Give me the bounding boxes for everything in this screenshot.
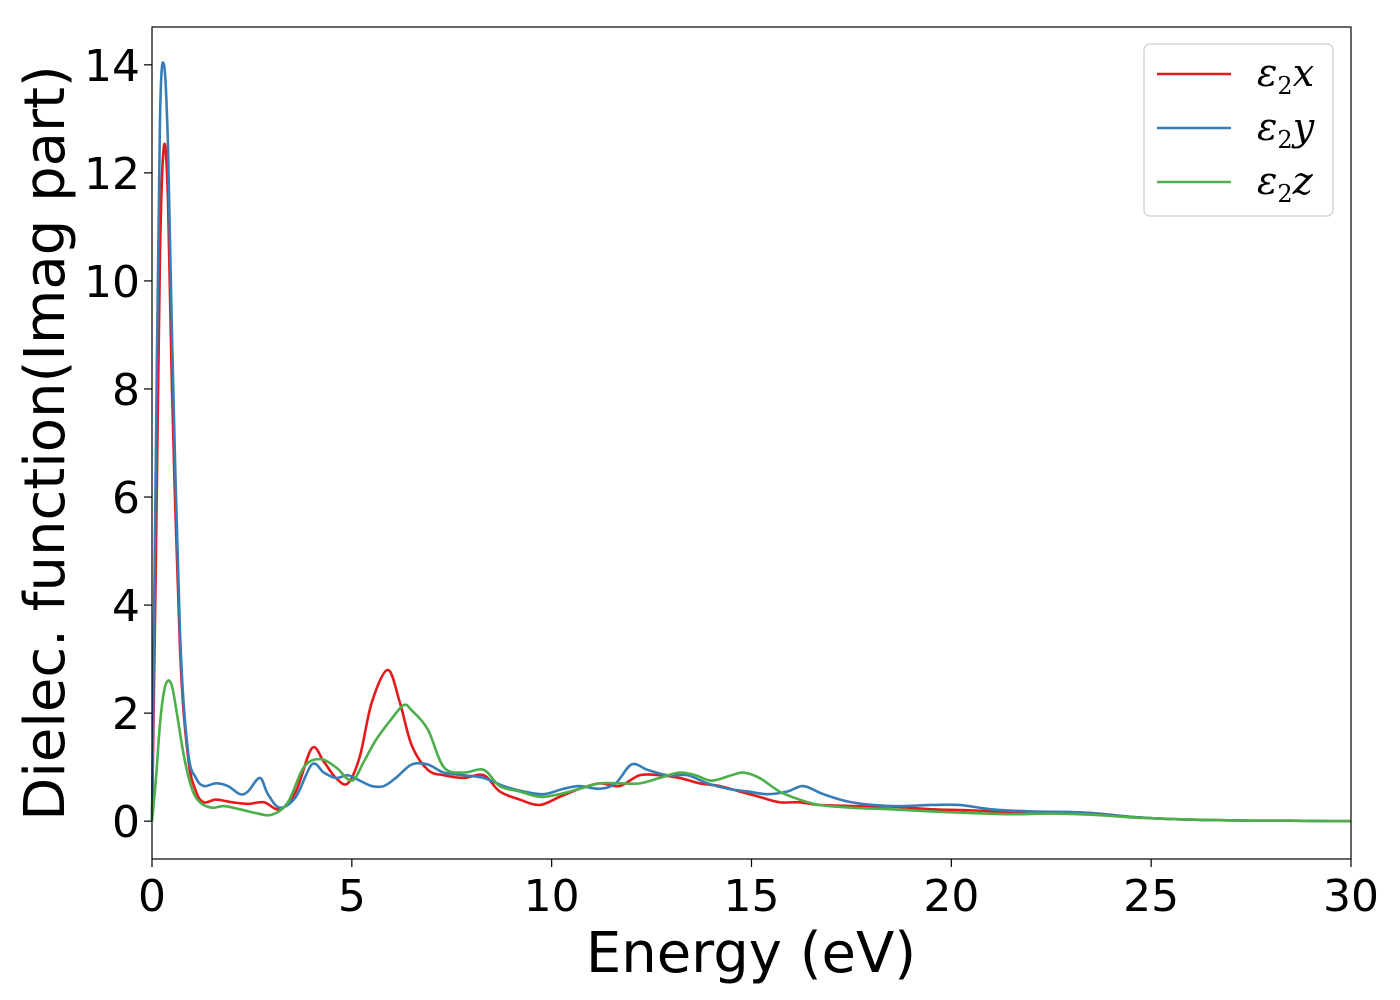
- y-tick-label: 6: [112, 473, 140, 524]
- y-tick-label: 8: [112, 365, 140, 416]
- series-line-y: [150, 61, 1352, 823]
- legend-box: [1143, 43, 1334, 217]
- series-line-z: [150, 679, 1352, 823]
- y-tick-label: 10: [84, 257, 140, 308]
- y-tick-label: 12: [84, 149, 140, 200]
- legend: ε2x ε2y ε2z: [1143, 43, 1334, 217]
- legend-label-z: ε2z: [1257, 159, 1314, 208]
- x-tick-label: 20: [923, 871, 979, 922]
- y-axis: 0 2 4 6 8 10 12 14: [84, 41, 152, 848]
- y-tick-label: 2: [112, 689, 140, 740]
- x-axis-label: Energy (eV): [586, 921, 916, 986]
- legend-label-x: ε2x: [1257, 51, 1314, 100]
- y-axis-label: Dielec. function(Imag part): [13, 65, 78, 821]
- y-tick-label: 4: [112, 581, 140, 632]
- x-tick-label: 30: [1323, 871, 1379, 922]
- series-layer: [150, 61, 1352, 823]
- y-tick-label: 14: [84, 41, 140, 92]
- legend-label-y: ε2y: [1257, 105, 1315, 154]
- x-tick-label: 5: [338, 871, 366, 922]
- x-tick-label: 0: [138, 871, 166, 922]
- y-tick-label: 0: [112, 797, 140, 848]
- x-axis: 0 5 10 15 20 25 30: [138, 859, 1379, 922]
- x-tick-label: 25: [1123, 871, 1179, 922]
- x-tick-label: 10: [524, 871, 580, 922]
- x-tick-label: 15: [724, 871, 780, 922]
